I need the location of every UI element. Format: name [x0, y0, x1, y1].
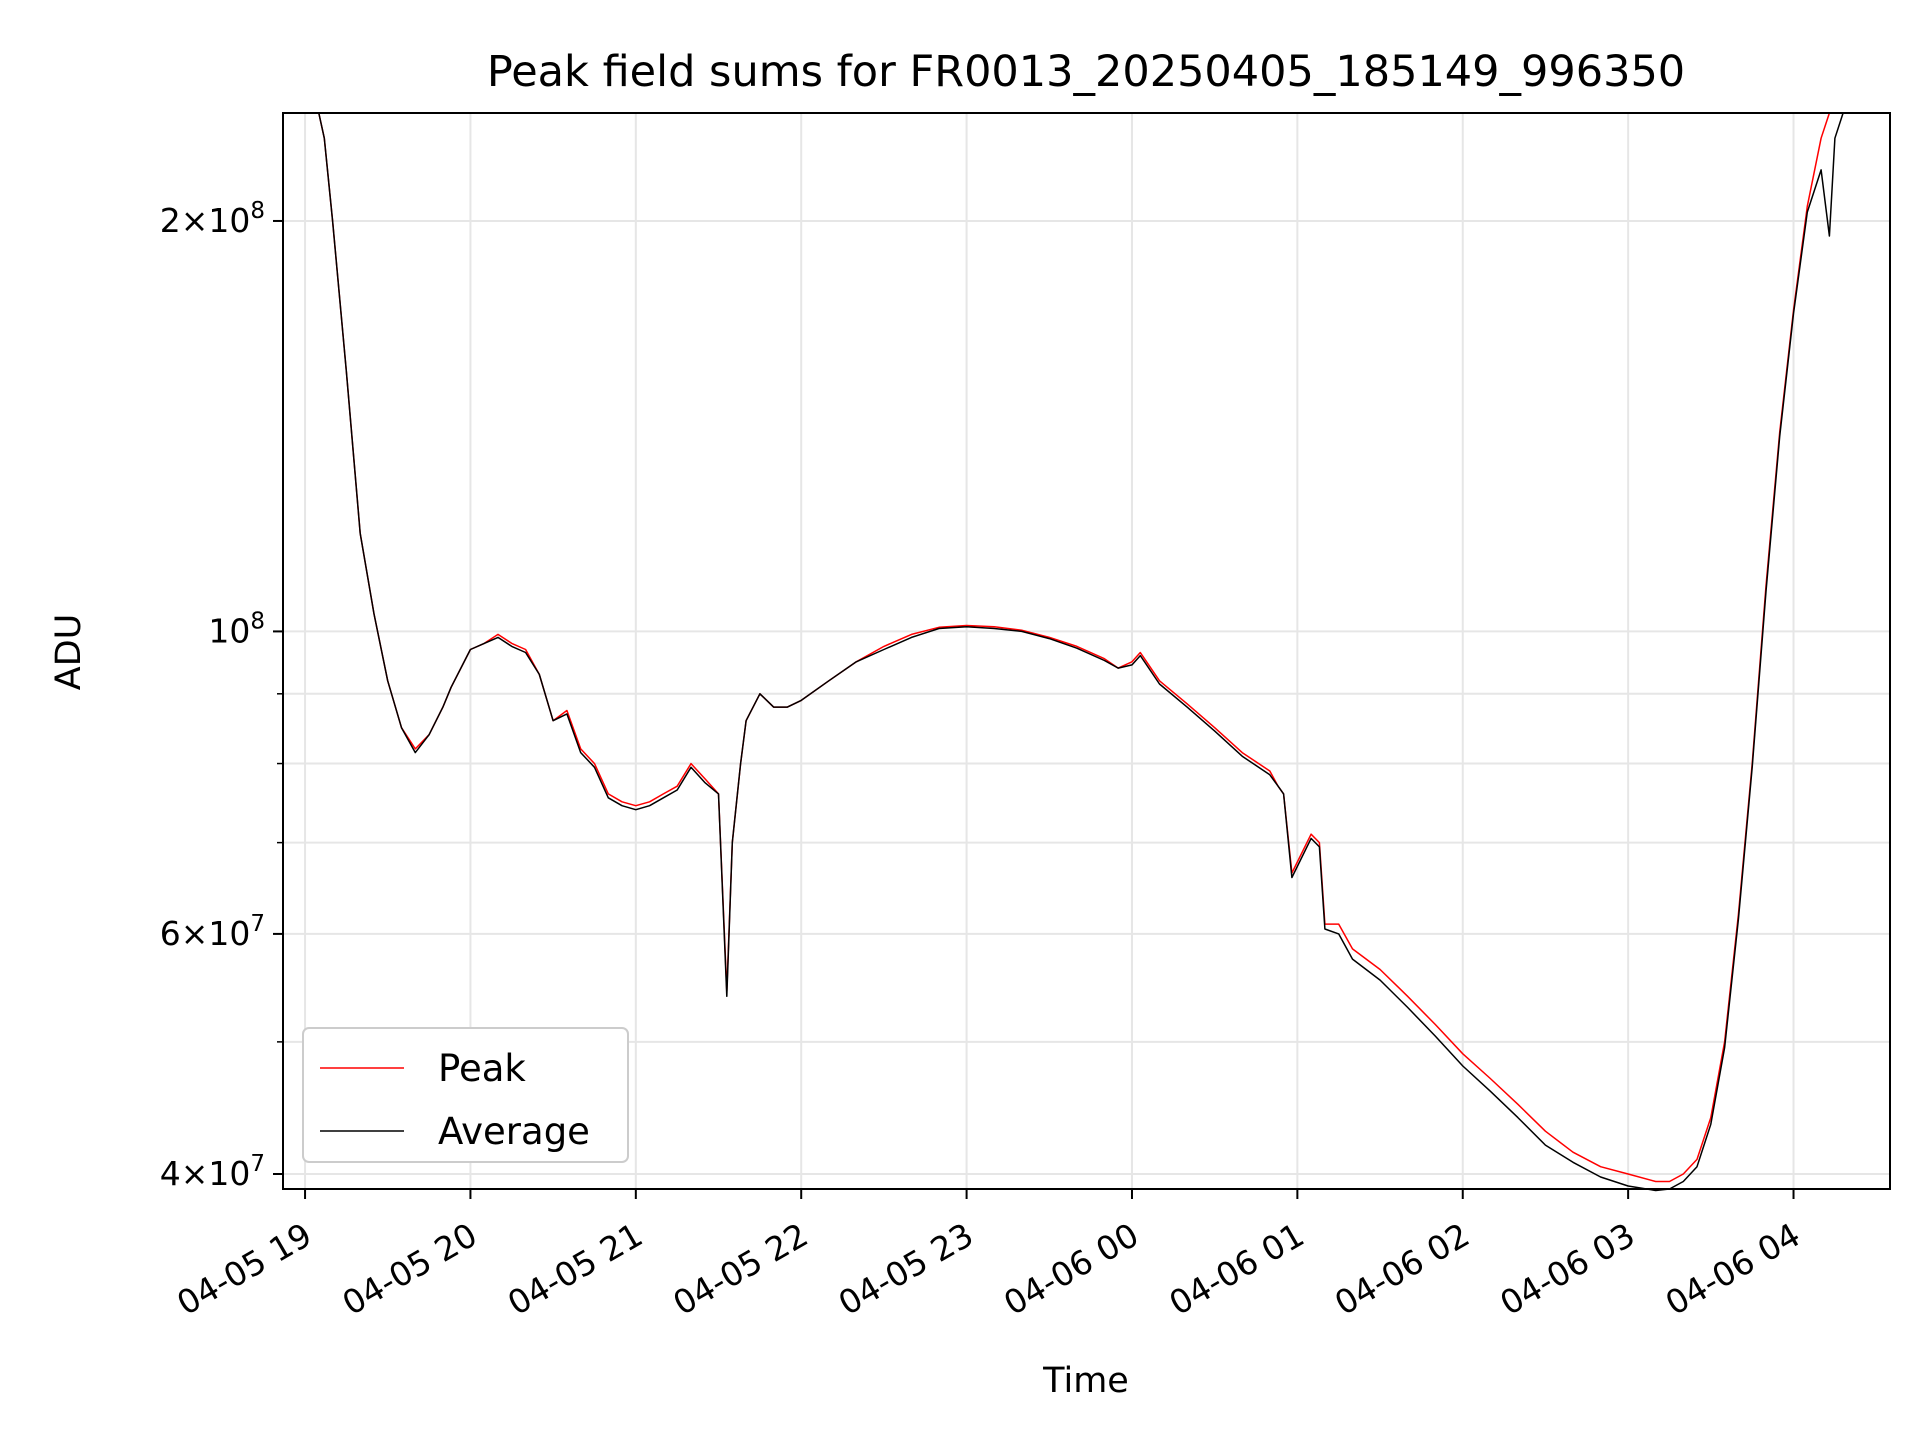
- y-tick-label-exponent: 8: [250, 608, 265, 634]
- legend-label-peak: Peak: [438, 1047, 526, 1090]
- y-tick-label: 6×107: [160, 911, 265, 953]
- legend: Peak Average: [302, 1027, 629, 1163]
- y-tick-label-base: 6×10: [160, 914, 251, 953]
- grid-layer: [283, 113, 1890, 1189]
- x-axis-title: Time: [1042, 1361, 1129, 1401]
- legend-box: [302, 1027, 629, 1163]
- y-tick-label: 2×108: [160, 198, 265, 240]
- y-tick-label: 108: [208, 608, 265, 650]
- y-tick-label-base: 2×10: [160, 201, 251, 240]
- series-line-average: [283, 112, 1890, 1192]
- y-tick-label-exponent: 8: [250, 198, 265, 224]
- chart-title: Peak field sums for FR0013_20250405_1851…: [487, 47, 1685, 97]
- y-axis-title: ADU: [49, 614, 89, 691]
- y-tick-label-exponent: 7: [250, 1151, 265, 1177]
- y-tick-label: 4×107: [160, 1151, 265, 1193]
- series-line-peak: [283, 112, 1890, 1183]
- y-tick-label-base: 4×10: [160, 1154, 251, 1193]
- y-tick-label-base: 10: [208, 611, 250, 650]
- plot-area-frame: [282, 112, 1891, 1190]
- plot-lines: [283, 112, 1890, 1192]
- legend-label-average: Average: [438, 1110, 590, 1153]
- y-tick-label-exponent: 7: [250, 911, 265, 937]
